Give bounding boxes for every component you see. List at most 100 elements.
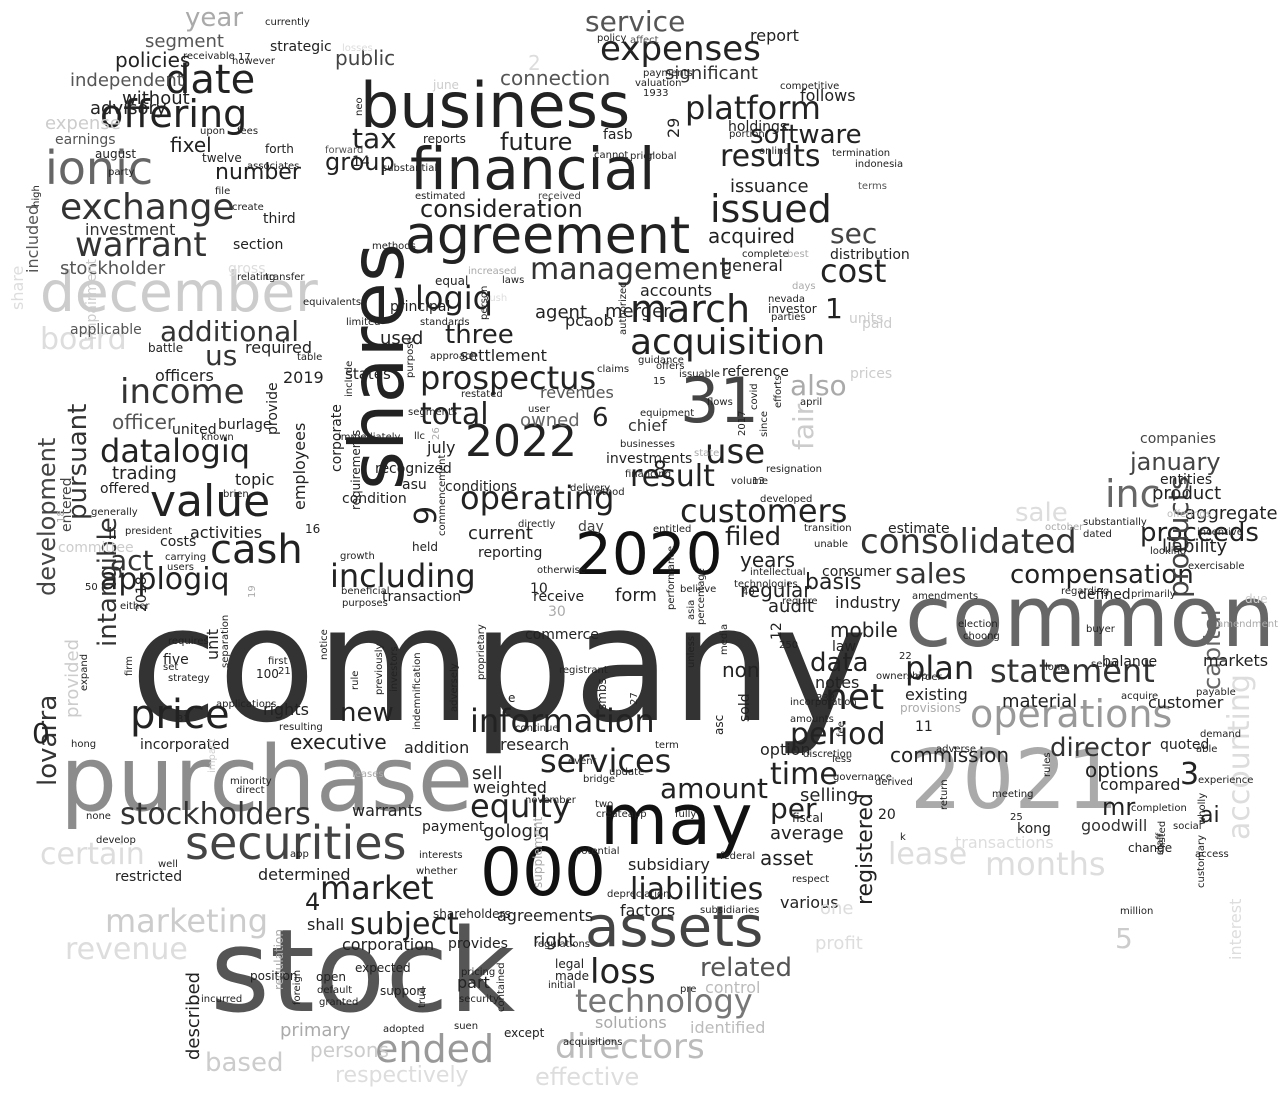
word-13: 13 [752, 476, 765, 487]
word-balance: balance [1102, 654, 1158, 670]
word-open: open [316, 970, 346, 984]
word-online: online [759, 146, 790, 157]
word-three: three [445, 320, 514, 350]
word-restricted: restricted [115, 869, 183, 885]
word-compared: compared [1100, 775, 1181, 794]
word-investments: investments [606, 451, 693, 467]
word-per: per [770, 792, 817, 825]
word-audit: audit [768, 596, 814, 617]
word-forth: forth [265, 142, 294, 156]
word-stockholder: stockholder [60, 258, 166, 279]
word-officer: officer [112, 410, 176, 434]
word-reports: reports [423, 132, 466, 146]
word-battle: battle [148, 341, 184, 355]
word-segments: segments [408, 407, 458, 418]
word-customary: customary [1196, 835, 1207, 888]
word-delivery: delivery [570, 483, 611, 494]
word-selling: selling [800, 785, 859, 806]
word-incentive: incentive [1197, 527, 1243, 538]
word-october: october [1045, 522, 1084, 533]
word-2019: 2019 [283, 368, 324, 387]
word-position: position [250, 969, 298, 983]
word-liability: liability [1162, 536, 1228, 557]
word-chief: chief [628, 416, 667, 435]
word-us: us [205, 339, 238, 372]
word-completion: completion [1131, 803, 1187, 814]
word-rights: rights [263, 700, 309, 719]
word-years: years [740, 548, 796, 572]
word-support: support [380, 984, 427, 998]
word-purposes: purposes [342, 598, 388, 609]
word-choong: choong [963, 631, 1000, 642]
word-profit: profit [815, 933, 863, 954]
word-addition: addition [404, 738, 470, 757]
word-receivable: receivable [183, 51, 235, 62]
word-percentage: percentage [696, 568, 707, 625]
word-reference: reference [722, 364, 789, 380]
word-applogiq: applogiq [100, 562, 230, 597]
word-options: options [1085, 758, 1159, 782]
word-forward: forward [325, 145, 364, 156]
word-dated: dated [1083, 529, 1112, 540]
word-state: state [694, 448, 720, 459]
word-proceeds: proceeds [1140, 518, 1259, 548]
word-depreciation: depreciation [607, 889, 670, 900]
word-expenses: expenses [600, 29, 761, 69]
word-kong: kong [1017, 821, 1051, 837]
word-10: 10 [530, 581, 548, 597]
word-50: 50 [85, 582, 98, 593]
word-goodwill: goodwill [1081, 816, 1148, 835]
word-primary: primary [280, 1020, 351, 1041]
word-rule: rule [350, 670, 361, 690]
word-2021: 2021 [910, 733, 1119, 828]
word-ii: ii [108, 524, 117, 543]
word-users: users [167, 562, 195, 573]
word-director: director [1050, 733, 1151, 763]
word-two: two [595, 799, 614, 810]
word-twelve: twelve [202, 151, 242, 165]
word-regarding: regarding [1061, 586, 1110, 597]
word-currently: currently [265, 17, 310, 28]
word-commission: commission [890, 743, 1010, 767]
word-continue: continue [515, 723, 559, 734]
word-hong: hong [71, 739, 97, 750]
word-legal: legal [555, 957, 585, 971]
word-neo: neo [354, 97, 365, 116]
word-less: less [832, 754, 852, 765]
word-november: november [525, 795, 576, 806]
word-derived: derived [875, 777, 913, 788]
word-meeting: meeting [992, 789, 1034, 800]
word-smbs: smbs [595, 678, 609, 710]
word-require: require [782, 596, 818, 607]
word-portion: portion [729, 129, 765, 140]
word-financing: financing [625, 469, 672, 480]
word-information: information [470, 702, 655, 740]
word-offerings: offerings [1167, 509, 1211, 520]
word-2022: 2022 [465, 416, 577, 467]
word-shall: shall [307, 915, 345, 934]
word-except: except [504, 1026, 545, 1040]
word-discretion: discretion [803, 749, 853, 760]
word-follows: follows [800, 86, 856, 105]
word-high: high [31, 185, 42, 207]
word-expected: expected [355, 961, 411, 975]
word-based: based [205, 1048, 284, 1078]
word-research: research [500, 735, 570, 754]
word-price: price [130, 692, 230, 738]
word-transactions: transactions [955, 833, 1054, 852]
word-software: software [750, 120, 862, 150]
word-number: number [215, 160, 301, 185]
word-fully: fully [675, 809, 697, 820]
word-securities: securities [185, 816, 407, 870]
word-business: business [360, 69, 631, 142]
word-offering: offering [100, 92, 248, 136]
word-registrant: registrant [559, 665, 608, 676]
word-generally: generally [91, 507, 138, 518]
word-unless: unless [686, 635, 697, 668]
word-fixel: fixel [170, 133, 212, 157]
word-current: current [468, 523, 533, 544]
word-app: app [290, 849, 309, 860]
word-president: president [125, 526, 173, 537]
word-exercisable: exercisable [1188, 561, 1245, 572]
word-advisory: advisory [90, 98, 167, 119]
